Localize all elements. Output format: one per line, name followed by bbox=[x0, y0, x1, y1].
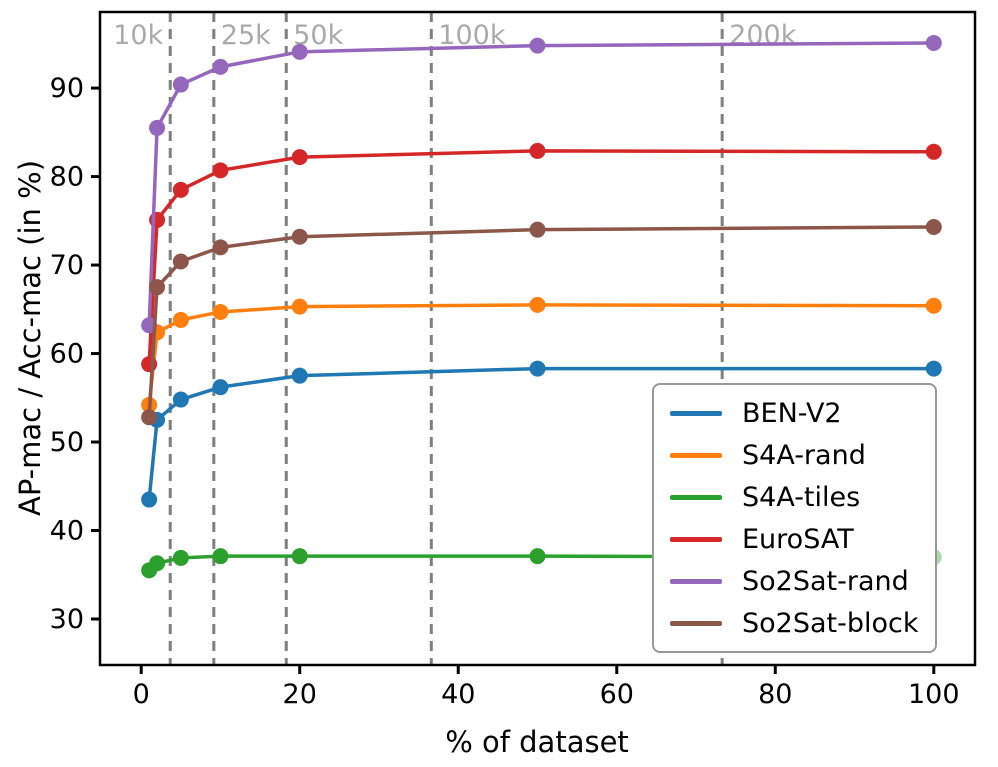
legend-label: S4A-rand bbox=[742, 439, 866, 471]
legend-label: So2Sat-block bbox=[742, 607, 919, 639]
y-tick-label: 40 bbox=[50, 516, 84, 547]
legend: BEN-V2 S4A-rand S4A-tiles EuroSAT So2Sat-ran… bbox=[652, 383, 937, 653]
y-tick-label: 90 bbox=[50, 73, 84, 104]
data-point bbox=[529, 360, 546, 377]
data-point bbox=[149, 119, 166, 136]
data-point bbox=[529, 37, 546, 54]
legend-label: BEN-V2 bbox=[742, 397, 842, 429]
threshold-label: 200k bbox=[729, 20, 797, 51]
legend-item: BEN-V2 bbox=[670, 392, 919, 434]
data-point bbox=[212, 548, 229, 565]
x-tick-label: 20 bbox=[283, 679, 317, 710]
data-point bbox=[212, 162, 229, 179]
legend-label: So2Sat-rand bbox=[742, 565, 909, 597]
y-tick-label: 30 bbox=[50, 604, 84, 635]
threshold-label: 25k bbox=[221, 20, 271, 51]
data-point bbox=[141, 356, 158, 373]
data-point bbox=[529, 221, 546, 238]
series-line-EuroSAT bbox=[147, 149, 936, 366]
data-point bbox=[149, 555, 166, 572]
data-point bbox=[212, 303, 229, 320]
data-point bbox=[172, 253, 189, 270]
data-point bbox=[925, 143, 942, 160]
legend-label: S4A-tiles bbox=[742, 481, 861, 513]
x-tick-label: 80 bbox=[758, 679, 792, 710]
legend-item: S4A-rand bbox=[670, 434, 919, 476]
data-point bbox=[291, 367, 308, 384]
data-point bbox=[529, 296, 546, 313]
data-point bbox=[172, 76, 189, 93]
legend-line-sample bbox=[670, 410, 722, 416]
data-point bbox=[925, 360, 942, 377]
data-point bbox=[529, 548, 546, 565]
threshold-label: 10k bbox=[113, 20, 163, 51]
legend-label: EuroSAT bbox=[742, 523, 854, 555]
data-point bbox=[172, 549, 189, 566]
x-axis-label: % of dataset bbox=[445, 725, 629, 759]
x-tick-label: 60 bbox=[600, 679, 634, 710]
data-point bbox=[212, 239, 229, 256]
y-tick-label: 50 bbox=[50, 427, 84, 458]
x-tick-label: 100 bbox=[908, 679, 960, 710]
legend-line-sample bbox=[670, 452, 722, 458]
y-tick-label: 80 bbox=[50, 162, 84, 193]
data-point bbox=[291, 43, 308, 60]
legend-item: EuroSAT bbox=[670, 518, 919, 560]
data-point bbox=[141, 409, 158, 426]
data-point bbox=[141, 491, 158, 508]
data-point bbox=[172, 311, 189, 328]
x-tick-label: 0 bbox=[133, 679, 150, 710]
x-tick-label: 40 bbox=[441, 679, 475, 710]
data-point bbox=[291, 298, 308, 315]
series-line-So2Sat-rand bbox=[147, 41, 936, 327]
data-point bbox=[172, 181, 189, 198]
data-point bbox=[172, 391, 189, 408]
y-tick-label: 70 bbox=[50, 250, 84, 281]
data-point bbox=[925, 34, 942, 51]
legend-line-sample bbox=[670, 620, 722, 626]
data-point bbox=[291, 548, 308, 565]
data-point bbox=[212, 379, 229, 396]
legend-line-sample bbox=[670, 536, 722, 542]
axes-frame bbox=[98, 10, 977, 667]
y-axis-label: AP-mac / Acc-mac (in %) bbox=[13, 159, 47, 517]
legend-item: S4A-tiles bbox=[670, 476, 919, 518]
data-point bbox=[925, 297, 942, 314]
data-point bbox=[291, 228, 308, 245]
data-point bbox=[212, 58, 229, 75]
data-point bbox=[529, 142, 546, 159]
legend-line-sample bbox=[670, 494, 722, 500]
data-point bbox=[291, 149, 308, 166]
data-point bbox=[149, 279, 166, 296]
legend-item: So2Sat-rand bbox=[670, 560, 919, 602]
legend-line-sample bbox=[670, 578, 722, 584]
legend-item: So2Sat-block bbox=[670, 602, 919, 644]
y-tick-label: 60 bbox=[50, 339, 84, 370]
data-point bbox=[925, 219, 942, 236]
